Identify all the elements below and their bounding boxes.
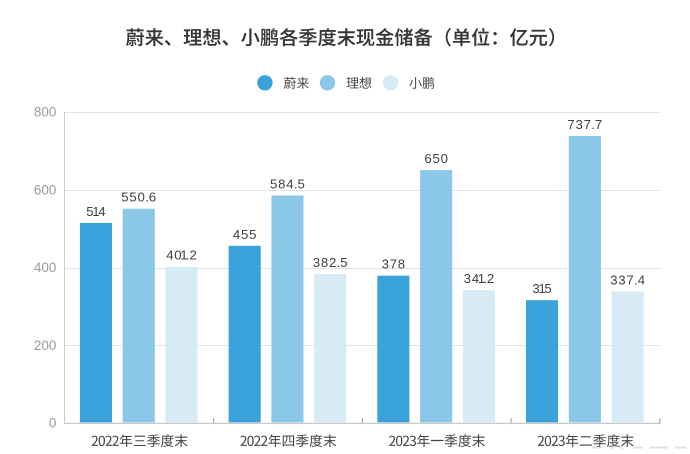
svg-text:200: 200	[34, 338, 57, 353]
svg-text:514: 514	[86, 204, 105, 219]
svg-text:378: 378	[382, 257, 406, 272]
svg-text:315: 315	[532, 281, 551, 296]
svg-text:401.2: 401.2	[166, 248, 197, 263]
svg-text:650: 650	[424, 151, 448, 166]
svg-text:455: 455	[233, 227, 257, 242]
svg-text:800: 800	[34, 105, 57, 120]
svg-text:337.4: 337.4	[610, 273, 645, 288]
svg-text:737.7: 737.7	[567, 117, 602, 132]
svg-text:400: 400	[34, 260, 57, 275]
svg-text:341.2: 341.2	[464, 271, 495, 286]
svg-text:584.5: 584.5	[270, 177, 305, 192]
svg-text:382.5: 382.5	[313, 255, 348, 270]
svg-text:0: 0	[49, 416, 57, 431]
svg-text:550.6: 550.6	[121, 190, 156, 205]
svg-text:600: 600	[34, 182, 57, 197]
